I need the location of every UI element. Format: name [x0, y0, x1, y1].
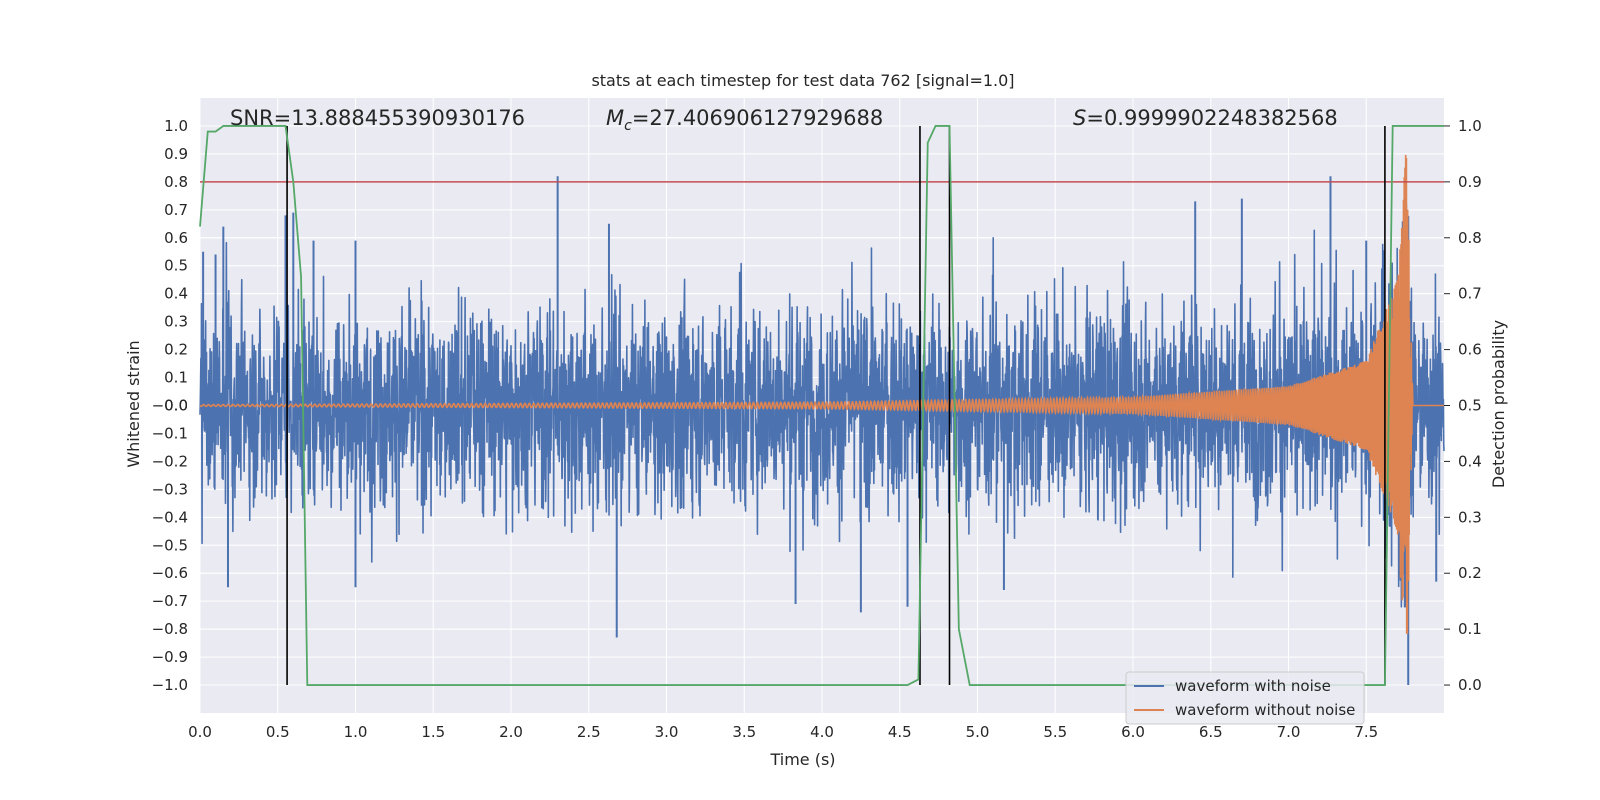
y-left-axis-label: Whitened strain: [124, 340, 143, 467]
x-tick-label: 0.5: [266, 723, 290, 741]
y-left-tick-label: 0.8: [164, 173, 188, 191]
detection-markers: [286, 125, 1386, 686]
snr-annotation: SNR=13.888455390930176: [230, 106, 525, 130]
y-left-tick-label: 0.5: [164, 257, 188, 275]
x-tick-label: 0.0: [188, 723, 212, 741]
chart-title: stats at each timestep for test data 762…: [591, 71, 1014, 90]
y-right-tick-label: 1.0: [1458, 117, 1482, 135]
x-tick-label: 7.0: [1277, 723, 1301, 741]
waveform-with-noise-line: [199, 203, 1445, 608]
y-left-tick-label: −0.3: [152, 480, 188, 498]
y-left-tick-label: −0.6: [152, 564, 188, 582]
y-right-tick-label: 0.0: [1458, 676, 1482, 694]
y-left-tick-label: 1.0: [164, 117, 188, 135]
legend-box: [1125, 671, 1365, 725]
y-right-axis-label: Detection probability: [1489, 320, 1508, 488]
y-right-tick-label: 0.2: [1458, 564, 1482, 582]
y-left-tick-label: 0.2: [164, 341, 188, 359]
significance-annotation: S=0.9999902248382568: [1073, 106, 1338, 130]
x-tick-label: 5.5: [1043, 723, 1067, 741]
y-left-tick-label: −0.4: [152, 508, 188, 526]
y-right-tick-label: 0.7: [1458, 285, 1482, 303]
x-tick-label: 4.0: [810, 723, 834, 741]
chirp-mass-annotation: Mc=27.406906127929688: [606, 106, 883, 134]
y-right-tick-label: 0.5: [1458, 397, 1482, 415]
y-right-axis-ticks: 1.0 0.9 0.8 0.7 0.6 0.5 0.4 0.3 0.2 0.1 0.0: [1444, 117, 1482, 694]
series-waveform-with-noise: [199, 176, 1445, 686]
y-right-tick-label: 0.4: [1458, 452, 1482, 470]
x-axis-ticks: 0.0 0.5 1.0 1.5 2.0 2.5 3.0 3.5 4.0 4.5 5.0 5.5 6.0 6…: [188, 723, 1378, 741]
s-symbol: S: [1073, 106, 1086, 130]
x-tick-label: 2.0: [499, 723, 523, 741]
s-value: =0.9999902248382568: [1086, 106, 1337, 130]
y-left-tick-label: 0.6: [164, 229, 188, 247]
y-left-tick-label: −0.2: [152, 452, 188, 470]
x-tick-label: 5.0: [966, 723, 990, 741]
y-left-tick-label: −0.9: [152, 648, 188, 666]
y-left-tick-label: 0.9: [164, 145, 188, 163]
legend-label-noisy: waveform with noise: [1175, 677, 1331, 695]
y-right-tick-label: 0.6: [1458, 341, 1482, 359]
x-tick-label: 1.5: [421, 723, 445, 741]
y-left-tick-label: 0.7: [164, 201, 188, 219]
y-left-tick-label: 0.4: [164, 285, 188, 303]
x-tick-label: 6.0: [1121, 723, 1145, 741]
series-waveform-without-noise: [199, 154, 1444, 634]
legend-label-clean: waveform without noise: [1175, 701, 1355, 719]
y-left-tick-label: −1.0: [152, 676, 188, 694]
y-left-tick-label: −0.5: [152, 536, 188, 554]
y-left-tick-label: −0.8: [152, 620, 188, 638]
y-left-tick-label: −0.7: [152, 592, 188, 610]
mc-subscript: c: [624, 118, 632, 134]
x-tick-label: 3.5: [732, 723, 756, 741]
y-left-axis-ticks: 1.0 0.9 0.8 0.7 0.6 0.5 0.4 0.3 0.2 0.1 0.0−0.0 −0.…: [152, 117, 188, 694]
x-tick-label: 2.5: [577, 723, 601, 741]
waveform-without-noise-line: [199, 154, 1444, 634]
x-tick-label: 6.5: [1199, 723, 1223, 741]
y-right-tick-label: 0.8: [1458, 229, 1482, 247]
y-left-tick-label: −0.0: [152, 397, 188, 415]
mc-symbol: M: [606, 106, 624, 130]
y-left-tick-label: −0.1: [152, 424, 188, 442]
x-tick-label: 4.5: [888, 723, 912, 741]
y-right-tick-label: 0.1: [1458, 620, 1482, 638]
x-axis-label: Time (s): [769, 750, 835, 769]
mc-value: =27.406906127929688: [632, 106, 883, 130]
y-right-tick-label: 0.9: [1458, 173, 1482, 191]
y-right-tick-label: 0.3: [1458, 508, 1482, 526]
x-tick-label: 7.5: [1354, 723, 1378, 741]
y-left-tick-label: 0.0: [164, 397, 188, 415]
y-left-tick-label: 0.1: [164, 369, 188, 387]
y-left-tick-label: 0.3: [164, 313, 188, 331]
legend: waveform with noise waveform without noi…: [1125, 671, 1365, 725]
x-tick-label: 1.0: [344, 723, 368, 741]
x-tick-label: 3.0: [655, 723, 679, 741]
